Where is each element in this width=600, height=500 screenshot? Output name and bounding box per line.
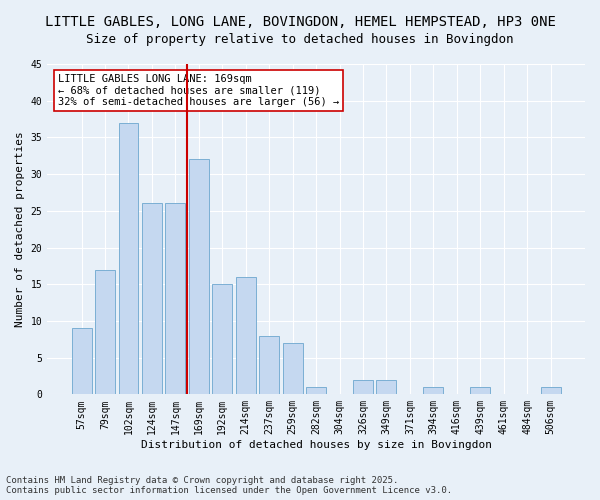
Bar bbox=[353, 380, 373, 394]
Text: Size of property relative to detached houses in Bovingdon: Size of property relative to detached ho… bbox=[86, 32, 514, 46]
Bar bbox=[541, 387, 560, 394]
Bar bbox=[283, 343, 302, 394]
Text: Contains HM Land Registry data © Crown copyright and database right 2025.
Contai: Contains HM Land Registry data © Crown c… bbox=[6, 476, 452, 495]
Bar bbox=[470, 387, 490, 394]
Text: LITTLE GABLES LONG LANE: 169sqm
← 68% of detached houses are smaller (119)
32% o: LITTLE GABLES LONG LANE: 169sqm ← 68% of… bbox=[58, 74, 339, 107]
Bar bbox=[119, 122, 139, 394]
Bar bbox=[166, 204, 185, 394]
Bar bbox=[236, 277, 256, 394]
Bar bbox=[306, 387, 326, 394]
Bar bbox=[259, 336, 279, 394]
Bar bbox=[189, 160, 209, 394]
Bar bbox=[71, 328, 92, 394]
Bar bbox=[95, 270, 115, 394]
Bar bbox=[142, 204, 162, 394]
X-axis label: Distribution of detached houses by size in Bovingdon: Distribution of detached houses by size … bbox=[140, 440, 491, 450]
Bar bbox=[424, 387, 443, 394]
Bar bbox=[376, 380, 397, 394]
Text: LITTLE GABLES, LONG LANE, BOVINGDON, HEMEL HEMPSTEAD, HP3 0NE: LITTLE GABLES, LONG LANE, BOVINGDON, HEM… bbox=[44, 15, 556, 29]
Bar bbox=[212, 284, 232, 395]
Y-axis label: Number of detached properties: Number of detached properties bbox=[15, 132, 25, 327]
